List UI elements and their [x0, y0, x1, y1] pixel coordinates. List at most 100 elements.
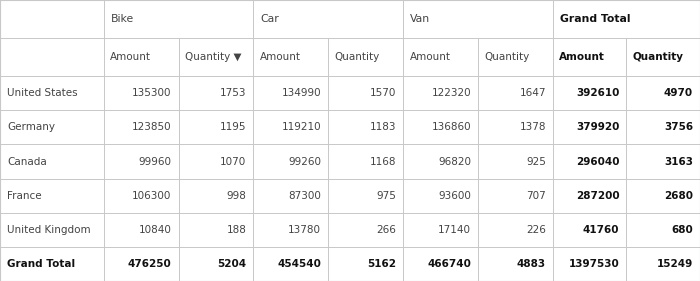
- Bar: [0, 213, 104, 247]
- Bar: [328, 38, 403, 76]
- Text: Quantity ▼: Quantity ▼: [185, 52, 242, 62]
- Bar: [553, 110, 626, 144]
- Bar: [178, 247, 253, 281]
- Bar: [478, 213, 553, 247]
- Text: Quantity: Quantity: [633, 52, 684, 62]
- Bar: [0, 144, 104, 179]
- Text: 1195: 1195: [220, 122, 246, 132]
- Text: 188: 188: [227, 225, 246, 235]
- Text: 266: 266: [377, 225, 396, 235]
- Bar: [0, 76, 104, 110]
- Text: 466740: 466740: [427, 259, 471, 269]
- Bar: [253, 0, 403, 38]
- Text: 15249: 15249: [657, 259, 693, 269]
- Bar: [626, 110, 700, 144]
- Text: Canada: Canada: [7, 157, 47, 167]
- Bar: [253, 179, 328, 213]
- Bar: [553, 76, 626, 110]
- Bar: [253, 213, 328, 247]
- Bar: [478, 144, 553, 179]
- Bar: [553, 144, 626, 179]
- Bar: [328, 76, 403, 110]
- Text: 4970: 4970: [664, 88, 693, 98]
- Bar: [104, 0, 253, 38]
- Bar: [403, 247, 478, 281]
- Text: 123850: 123850: [132, 122, 172, 132]
- Text: 13780: 13780: [288, 225, 321, 235]
- Text: 136860: 136860: [431, 122, 471, 132]
- Text: 5204: 5204: [217, 259, 246, 269]
- Bar: [553, 179, 626, 213]
- Bar: [253, 110, 328, 144]
- Bar: [328, 144, 403, 179]
- Bar: [0, 247, 104, 281]
- Text: 3756: 3756: [664, 122, 693, 132]
- Text: 707: 707: [526, 191, 546, 201]
- Text: 119210: 119210: [281, 122, 321, 132]
- Bar: [178, 110, 253, 144]
- Text: 454540: 454540: [277, 259, 321, 269]
- Bar: [0, 0, 104, 38]
- Bar: [626, 247, 700, 281]
- Bar: [553, 247, 626, 281]
- Bar: [328, 110, 403, 144]
- Text: France: France: [7, 191, 41, 201]
- Text: 975: 975: [377, 191, 396, 201]
- Bar: [553, 0, 700, 38]
- Bar: [253, 76, 328, 110]
- Text: Amount: Amount: [559, 52, 606, 62]
- Text: 99260: 99260: [288, 157, 321, 167]
- Bar: [178, 76, 253, 110]
- Text: 106300: 106300: [132, 191, 172, 201]
- Bar: [553, 38, 626, 76]
- Text: 998: 998: [227, 191, 246, 201]
- Bar: [104, 110, 178, 144]
- Bar: [478, 76, 553, 110]
- Bar: [403, 76, 478, 110]
- Bar: [253, 247, 328, 281]
- Bar: [104, 38, 178, 76]
- Text: United States: United States: [7, 88, 78, 98]
- Text: 122320: 122320: [431, 88, 471, 98]
- Text: Grand Total: Grand Total: [560, 14, 631, 24]
- Bar: [403, 0, 553, 38]
- Bar: [328, 179, 403, 213]
- Text: 287200: 287200: [576, 191, 620, 201]
- Text: Amount: Amount: [410, 52, 451, 62]
- Bar: [478, 247, 553, 281]
- Bar: [626, 76, 700, 110]
- Bar: [403, 144, 478, 179]
- Text: 1570: 1570: [370, 88, 396, 98]
- Bar: [626, 213, 700, 247]
- Text: Quantity: Quantity: [484, 52, 530, 62]
- Bar: [178, 144, 253, 179]
- Text: 96820: 96820: [438, 157, 471, 167]
- Bar: [626, 144, 700, 179]
- Bar: [104, 213, 178, 247]
- Bar: [403, 110, 478, 144]
- Bar: [253, 144, 328, 179]
- Bar: [178, 38, 253, 76]
- Bar: [104, 247, 178, 281]
- Text: 2680: 2680: [664, 191, 693, 201]
- Text: Grand Total: Grand Total: [7, 259, 75, 269]
- Text: 10840: 10840: [139, 225, 172, 235]
- Text: 1070: 1070: [220, 157, 246, 167]
- Text: 3163: 3163: [664, 157, 693, 167]
- Bar: [253, 38, 328, 76]
- Text: 1183: 1183: [370, 122, 396, 132]
- Bar: [104, 179, 178, 213]
- Text: 87300: 87300: [288, 191, 321, 201]
- Text: 392610: 392610: [576, 88, 620, 98]
- Bar: [178, 179, 253, 213]
- Text: United Kingdom: United Kingdom: [7, 225, 90, 235]
- Bar: [626, 38, 700, 76]
- Text: 925: 925: [526, 157, 546, 167]
- Text: 41760: 41760: [583, 225, 620, 235]
- Text: 1378: 1378: [519, 122, 546, 132]
- Bar: [0, 110, 104, 144]
- Text: 135300: 135300: [132, 88, 172, 98]
- Bar: [403, 213, 478, 247]
- Text: 476250: 476250: [127, 259, 172, 269]
- Text: 4883: 4883: [517, 259, 546, 269]
